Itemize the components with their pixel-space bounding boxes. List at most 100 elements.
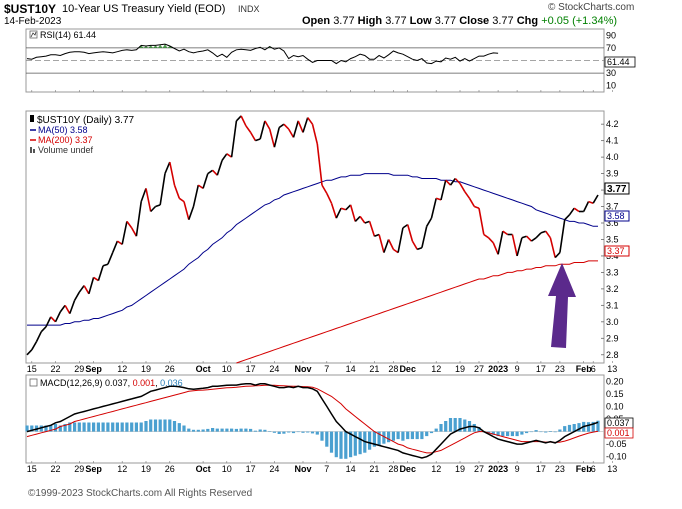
price-segment: [164, 161, 171, 174]
price-tick-label: 3.5: [606, 234, 619, 244]
macd-tick-label: 0.10: [606, 401, 624, 411]
x-tick-label: 22: [50, 364, 60, 374]
price-segment: [283, 123, 290, 130]
macd-hist-bar: [496, 431, 500, 437]
price-tick-label: 3.9: [606, 169, 619, 179]
price-segment: [545, 230, 552, 239]
price-segment: [340, 207, 347, 211]
price-segment: [321, 184, 328, 194]
price-segment: [59, 304, 66, 313]
signal-last-badge: 0.001: [604, 427, 634, 439]
price-segment: [511, 234, 518, 257]
macd-hist-bar: [277, 431, 281, 434]
price-series: [26, 115, 599, 364]
price-segment: [116, 240, 123, 246]
macd-legend-signal: 0.001: [133, 378, 156, 388]
macd-hist-bar: [253, 430, 257, 432]
macd-hist-bar: [44, 425, 48, 432]
macd-hist-bar: [230, 428, 234, 432]
price-segment: [221, 153, 228, 161]
macd-hist-bar: [425, 431, 429, 437]
macd-tick-label: -0.05: [606, 439, 627, 449]
macd-hist-bar: [272, 431, 276, 433]
x-tick-label: 19: [455, 464, 465, 474]
macd-hist-bar: [334, 431, 338, 458]
macd-hist-bar: [325, 431, 329, 447]
price-segment: [430, 198, 437, 219]
macd-hist-bar: [73, 422, 77, 432]
svg-text:MACD(12,26,9) 0.037,: MACD(12,26,9) 0.037, 0.001, 0.036: [40, 378, 183, 388]
price-segment: [216, 160, 223, 176]
macd-hist-bar: [258, 429, 262, 432]
macd-hist-bar: [520, 431, 524, 435]
price-segment: [573, 207, 580, 213]
price-segment: [488, 237, 494, 244]
svg-text:0.037: 0.037: [607, 418, 630, 428]
price-segment: [411, 240, 418, 250]
price-segment: [397, 227, 404, 253]
macd-last-badge: 0.037: [604, 417, 634, 429]
macd-legend-prefix: MACD(12,26,9): [40, 378, 103, 388]
price-segment: [516, 237, 523, 257]
close-label: Close: [459, 15, 490, 27]
x-tick-label: 7: [324, 364, 329, 374]
rsi-line: [26, 43, 499, 65]
price-segment: [97, 265, 104, 281]
x-tick-label: Dec: [399, 464, 416, 474]
macd-hist-bar: [510, 431, 514, 437]
macd-hist-bar: [534, 430, 538, 432]
ma200-legend: MA(200) 3.37: [38, 135, 93, 145]
macd-hist-bar: [244, 428, 248, 432]
ma200-last-badge: 3.37: [604, 245, 630, 257]
macd-hist-bar: [463, 419, 467, 432]
price-legend-main: $UST10Y (Daily) 3.77: [37, 115, 135, 126]
brand-logo: © StockCharts.com: [548, 2, 635, 13]
price-segment: [126, 220, 133, 229]
price-segment: [150, 205, 157, 213]
x-tick-label: 28: [388, 364, 398, 374]
x-tick-label: 19: [141, 364, 151, 374]
x-tick-label: 7: [324, 464, 329, 474]
price-segment: [169, 161, 176, 186]
chart-exchange: INDX: [238, 4, 260, 14]
price-segment: [406, 224, 414, 242]
price-segment: [592, 194, 599, 204]
price-tick-label: 2.9: [606, 333, 619, 343]
macd-hist-bar: [268, 431, 272, 432]
macd-legend: MACD(12,26,9) 0.037, 0.001, 0.036: [29, 378, 183, 388]
price-segment: [383, 239, 390, 253]
price-segment: [178, 197, 185, 203]
ma50-line: [27, 173, 598, 326]
x-tick-label: 12: [117, 364, 127, 374]
macd-hist-bar: [453, 418, 457, 432]
macd-hist-bar: [134, 422, 138, 432]
macd-hist-bar: [406, 431, 410, 440]
x-tick-label: Nov: [294, 364, 311, 374]
price-segment: [50, 316, 57, 323]
price-segment: [421, 226, 428, 248]
price-segment: [78, 285, 85, 293]
macd-legend-hist: 0.036: [160, 378, 183, 388]
macd-hist-bar: [339, 431, 343, 459]
price-segment: [359, 215, 366, 224]
price-segment: [140, 188, 147, 202]
rsi-tick-label: 90: [606, 30, 616, 40]
macd-hist-bar: [563, 426, 567, 432]
chart-date: 14-Feb-2023: [4, 16, 62, 27]
macd-hist-bar: [182, 425, 186, 432]
macd-hist-bar: [77, 422, 81, 432]
price-segment: [459, 183, 466, 193]
x-tick-label: 27: [474, 364, 484, 374]
price-segment: [468, 197, 475, 207]
x-tick-label: 9: [515, 464, 520, 474]
macd-hist-bar: [139, 422, 143, 432]
price-segment: [69, 300, 76, 314]
price-tick-label: 3.6: [606, 218, 619, 228]
price-segment: [278, 123, 285, 129]
price-segment: [40, 326, 47, 333]
rsi-overbought-fill: [138, 44, 273, 48]
macd-hist-bar: [211, 428, 215, 432]
x-tick-label: 9: [515, 364, 520, 374]
macd-hist-bar: [358, 431, 362, 455]
x-tick-label: Feb: [576, 364, 593, 374]
